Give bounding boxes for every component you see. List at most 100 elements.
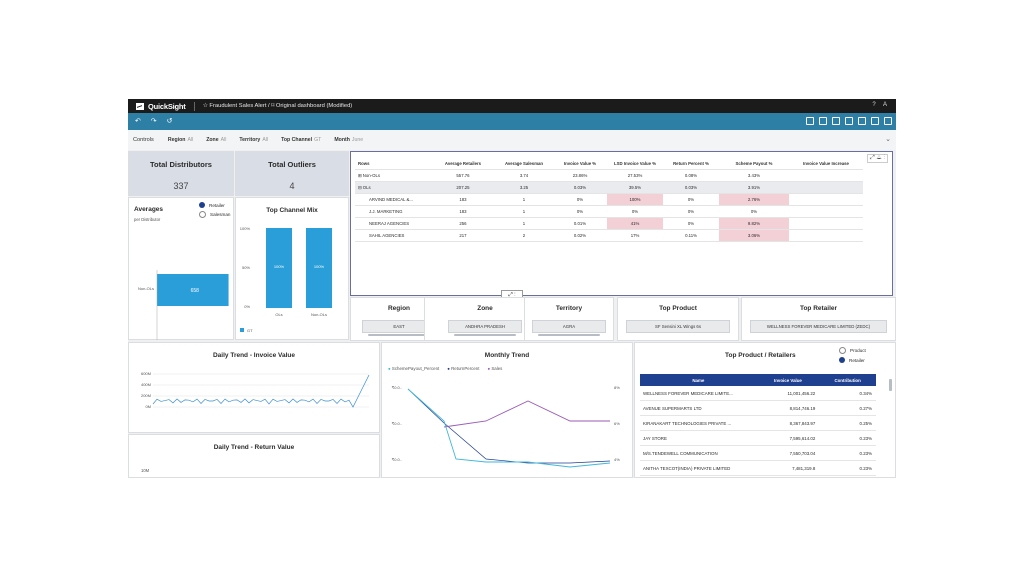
- table-row[interactable]: M/S.TENDEWELL COMMUNICATION 7,550,703.04 0…: [640, 445, 876, 461]
- table-cell: 17%: [607, 229, 663, 242]
- table-cell: 0.27%: [819, 400, 876, 416]
- table-cell: 1: [495, 193, 553, 206]
- top-channel-mix-chart: Top Channel Mix 100% 50% 0% 100% OLs 100% Non-…: [235, 197, 349, 340]
- kpi-total-distributors: Total Distributors 337: [128, 151, 234, 196]
- table-cell: 3.06%: [719, 229, 789, 242]
- filter-value[interactable]: EAST: [362, 320, 436, 333]
- control-month[interactable]: Month June: [334, 137, 364, 143]
- table-cell: 3.43%: [719, 169, 789, 182]
- visual-menu-icons[interactable]: ⤢ ⟁ ⋮: [867, 154, 888, 163]
- control-territory[interactable]: Territory All: [239, 137, 269, 143]
- y-right-tick-label: 8%: [614, 385, 620, 390]
- alert-icon[interactable]: [884, 117, 892, 125]
- table-cell: 0.23%: [819, 475, 876, 478]
- filter-value[interactable]: ANDHRA PRADESH: [448, 320, 522, 333]
- monthly-line-chart: ₹0.0.. ₹0.0.. ₹0.0.. 8% 6% 4%: [392, 385, 620, 468]
- y-axis-label: 10M: [141, 468, 150, 473]
- scrollbar[interactable]: [889, 379, 892, 391]
- radio-salesman[interactable]: Salesman: [199, 211, 230, 218]
- table-row[interactable]: ARVIND MEDICAL &... 183 1 0% 100% 0% 2.76%: [355, 193, 863, 206]
- table-cell: 8,367,843.97: [756, 415, 820, 431]
- column-header[interactable]: Invoice Value Increase: [789, 158, 863, 170]
- table-cell: [789, 205, 863, 218]
- filter-territory[interactable]: Territory AGRA: [524, 297, 614, 341]
- column-header[interactable]: LSD Invoice Value %: [607, 158, 663, 170]
- filter-value[interactable]: AGRA: [532, 320, 606, 333]
- print-icon[interactable]: [845, 117, 853, 125]
- top-bar: QuickSight ☆ Fraudulent Sales Alert / ⌑ …: [128, 99, 896, 113]
- table-row[interactable]: WELLNESS FOREVER MEDICARE LIMITE... 11,00…: [640, 386, 876, 401]
- share-icon[interactable]: [858, 117, 866, 125]
- table-cell: 7,550,703.04: [756, 445, 820, 461]
- control-region[interactable]: Region All: [167, 137, 194, 143]
- divider: [193, 101, 195, 111]
- breadcrumb[interactable]: ☆ Fraudulent Sales Alert / ⌑ Original da…: [202, 103, 353, 109]
- control-zone[interactable]: Zone All: [206, 137, 227, 143]
- legend-item: ● Sales: [487, 366, 503, 371]
- table-row[interactable]: ANITHA TEXCOT(INDIA) PRIVATE LIMITED 7,48…: [640, 460, 876, 476]
- bar-value-label: 658: [191, 288, 200, 294]
- column-header[interactable]: Average Retailers: [431, 158, 495, 170]
- table-row[interactable]: KIRANAKART TECHNOLOGIES PRIVATE ... 8,367…: [640, 415, 876, 431]
- column-header[interactable]: Rows: [355, 158, 431, 170]
- undo-redo-reset-icons[interactable]: ↶ ↷ ↺: [135, 118, 177, 125]
- filter-value[interactable]: SF Sensini XL Wings 6s: [626, 320, 730, 333]
- scrollbar[interactable]: [454, 334, 516, 336]
- filter-value[interactable]: WELLNESS FOREVER MEDICARE LIMITED (ZEDC): [750, 320, 887, 333]
- schedule-icon[interactable]: [806, 117, 814, 125]
- radio-retailer[interactable]: Retailer: [839, 357, 866, 363]
- radio-selected-icon: [839, 357, 845, 363]
- filter-top-product[interactable]: Top Product SF Sensini XL Wings 6s: [617, 297, 739, 341]
- scrollbar[interactable]: [368, 334, 430, 336]
- table-cell: 0%: [553, 205, 607, 218]
- chart-legend: ● SchemePayout_Percent ● ReturnPercent ●…: [388, 366, 502, 371]
- column-header[interactable]: Return Percent %: [663, 158, 719, 170]
- table-row[interactable]: NEERAJ AGENCIES 256 1 0.01% 41% 0% 9.82%: [355, 217, 863, 230]
- table-row[interactable]: JAY STORE 7,595,614.02 0.23%: [640, 430, 876, 446]
- retailers-table: Name Invoice Value Contribution WELLNESS FO…: [640, 374, 876, 478]
- controls-label[interactable]: Controls: [133, 137, 154, 143]
- bookmark-icon[interactable]: [819, 117, 827, 125]
- radio-product[interactable]: Product: [839, 347, 866, 354]
- column-header[interactable]: Invoice Value: [756, 374, 820, 386]
- legend-swatch: [240, 328, 244, 332]
- kpi-value: 337: [173, 181, 189, 191]
- table-cell: ANITHA TEXCOT(INDIA) PRIVATE LIMITED: [640, 460, 757, 476]
- table-cell: 256: [431, 217, 495, 230]
- expand-icon[interactable]: [871, 117, 879, 125]
- column-header[interactable]: Invoice Value %: [553, 158, 607, 170]
- table-row[interactable]: ⊟ OLs 207.25 3.25 0.03% 39.5% 0.03% 3.91%: [355, 181, 863, 194]
- thresholds-icon[interactable]: [832, 117, 840, 125]
- table-row[interactable]: ⊞ Non-OLs 557.76 3.74 23.86% 27.53% 0.08% 3.43…: [355, 169, 863, 182]
- table-cell: J.J. MARKETING: [355, 205, 431, 218]
- table-cell: 0.23%: [819, 445, 876, 461]
- column-header[interactable]: Scheme Payout %: [719, 158, 789, 170]
- bar-value-label: 100%: [314, 264, 325, 269]
- table-cell: NEERAJ AGENCIES: [355, 217, 431, 230]
- table-row[interactable]: J.J. MARKETING 183 1 0% 0% 0% 0%: [355, 205, 863, 218]
- chevron-down-icon[interactable]: ⌄: [885, 136, 891, 143]
- column-header[interactable]: Average Salesman: [495, 158, 553, 170]
- column-header[interactable]: Contribution: [819, 374, 876, 386]
- table-row[interactable]: DEBACISH7,427,010.340.23%: [640, 475, 876, 478]
- column-header[interactable]: Name: [640, 374, 757, 386]
- category-label: Non-OLs: [138, 286, 154, 291]
- table-cell: 0%: [553, 193, 607, 206]
- radio-retailer[interactable]: Retailer: [199, 202, 230, 208]
- filter-top-retailer[interactable]: Top Retailer WELLNESS FOREVER MEDICARE LI…: [741, 297, 896, 341]
- help-account-icons[interactable]: ? A: [872, 102, 890, 108]
- table-row[interactable]: AVENUE SUPERMARTS LTD 8,814,746.19 0.27%: [640, 400, 876, 416]
- y-left-tick-label: ₹0.0..: [392, 385, 402, 390]
- quicksight-logo[interactable]: QuickSight: [136, 102, 186, 111]
- filter-label: Top Product: [659, 305, 697, 312]
- control-top-channel[interactable]: Top Channel GT: [281, 137, 322, 143]
- quicksight-app: QuickSight ☆ Fraudulent Sales Alert / ⌑ …: [128, 99, 896, 478]
- table-row[interactable]: SAHIL AGENCIES 217 2 0.02% 17% 0.11% 3.06%: [355, 229, 863, 242]
- table-cell: 0.01%: [553, 217, 607, 230]
- scrollbar[interactable]: [538, 334, 600, 336]
- table-cell: ARVIND MEDICAL &...: [355, 193, 431, 206]
- table-cell: 3.25: [495, 181, 553, 194]
- table-cell: DEBACISH: [640, 475, 757, 478]
- retailers-radio-group: Product Retailer: [839, 347, 866, 363]
- bar: [306, 228, 332, 308]
